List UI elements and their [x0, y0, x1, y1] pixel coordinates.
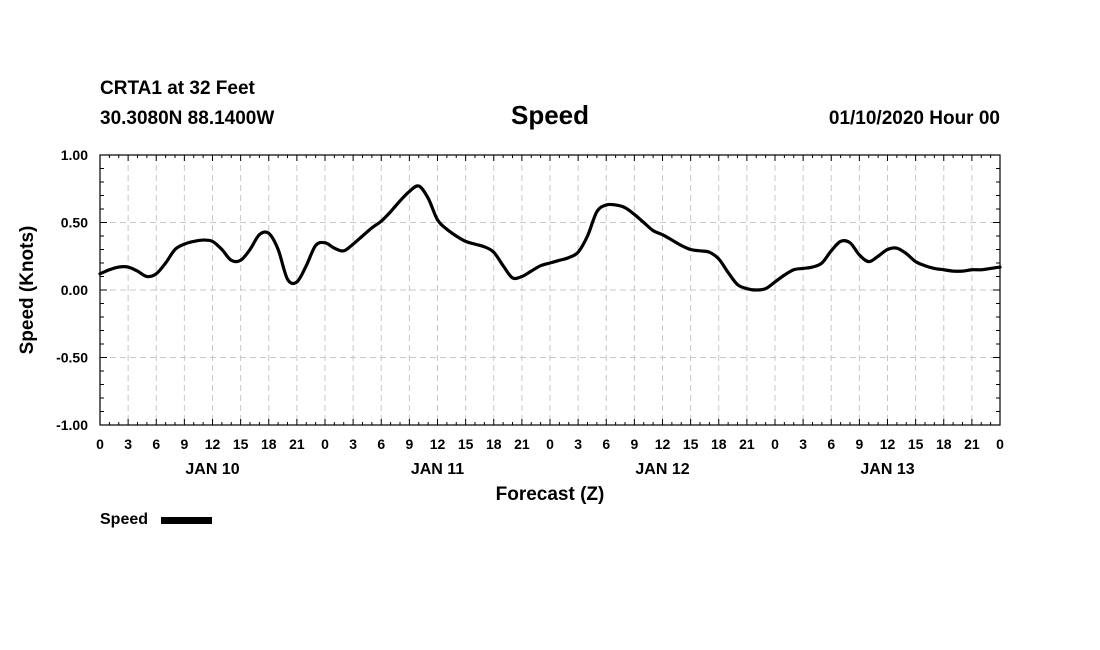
x-tick-label: 15 [683, 436, 699, 452]
x-tick-label: 6 [377, 436, 385, 452]
x-tick-label: 15 [233, 436, 249, 452]
legend-swatch [161, 517, 212, 524]
x-tick-label: 18 [936, 436, 952, 452]
legend-label: Speed [100, 511, 148, 528]
chart-title: Speed [511, 100, 589, 130]
x-tick-label: 0 [96, 436, 104, 452]
series-layer [98, 184, 1002, 292]
x-tick-label: 21 [964, 436, 980, 452]
x-tick-label: 18 [711, 436, 727, 452]
station-label: CRTA1 at 32 Feet [100, 78, 256, 99]
y-tick-label: -1.00 [56, 417, 88, 433]
x-tick-label: 15 [458, 436, 474, 452]
x-tick-label: 3 [124, 436, 132, 452]
y-tick-label: 1.00 [61, 147, 88, 163]
x-tick-label: 15 [908, 436, 924, 452]
axes [99, 154, 1001, 426]
x-tick-label: 6 [827, 436, 835, 452]
day-label: JAN 11 [411, 461, 464, 478]
x-tick-label: 0 [996, 436, 1004, 452]
x-tick-label: 18 [486, 436, 502, 452]
y-tick-label: 0.00 [61, 282, 88, 298]
x-tick-label: 3 [574, 436, 582, 452]
x-tick-label: 21 [514, 436, 530, 452]
x-tick-label: 9 [180, 436, 188, 452]
x-tick-label: 0 [321, 436, 329, 452]
x-tick-label: 18 [261, 436, 277, 452]
y-tick-label: 0.50 [61, 215, 88, 231]
x-tick-label: 21 [289, 436, 305, 452]
x-tick-label: 3 [799, 436, 807, 452]
tick-labels: 0 3 6 9 12 15 18 21 0 3 6 9 12 15 18 21 0 3 6 9 12 15 18 21 0 3 6 9… [56, 147, 1004, 478]
run-time-label: 01/10/2020 Hour 00 [829, 108, 1000, 129]
x-tick-label: 6 [602, 436, 610, 452]
x-tick-label: 12 [430, 436, 446, 452]
x-tick-label: 12 [880, 436, 896, 452]
speed-series-line [98, 184, 1002, 292]
x-tick-label: 0 [546, 436, 554, 452]
x-tick-label: 12 [205, 436, 221, 452]
y-tick-label: -0.50 [56, 350, 88, 366]
x-tick-label: 9 [405, 436, 413, 452]
x-axis-title: Forecast (Z) [496, 484, 605, 505]
day-label: JAN 10 [185, 461, 239, 478]
day-label: JAN 13 [860, 461, 914, 478]
grid-lines [100, 155, 1000, 425]
x-tick-label: 3 [349, 436, 357, 452]
x-tick-label: 12 [655, 436, 671, 452]
x-tick-label: 6 [152, 436, 160, 452]
plot-frame [99, 154, 1001, 426]
x-tick-label: 0 [771, 436, 779, 452]
y-axis-title: Speed (Knots) [17, 226, 38, 355]
x-tick-label: 9 [630, 436, 638, 452]
x-tick-label: 21 [739, 436, 755, 452]
location-label: 30.3080N 88.1400W [100, 108, 274, 129]
x-tick-label: 9 [855, 436, 863, 452]
day-label: JAN 12 [635, 461, 689, 478]
